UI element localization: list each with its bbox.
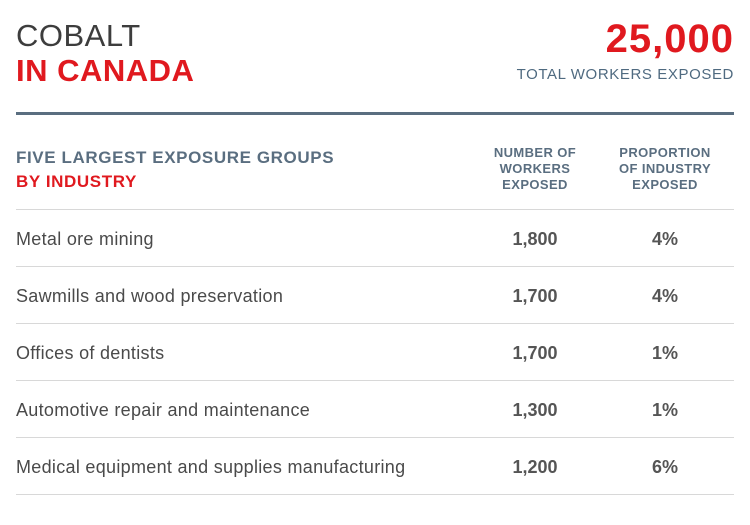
- total-workers-value: 25,000: [605, 17, 734, 61]
- row-workers: 1,200: [512, 457, 558, 477]
- row-workers: 1,700: [512, 343, 558, 363]
- page-title-line2: IN CANADA: [16, 53, 195, 88]
- row-proportion: 1%: [651, 343, 678, 363]
- row-workers: 1,300: [512, 400, 558, 420]
- column-header-workers-line: NUMBER OF: [493, 145, 577, 160]
- row-proportion: 6%: [651, 457, 678, 477]
- row-industry: Automotive repair and maintenance: [16, 400, 311, 420]
- section-heading-line2: BY INDUSTRY: [16, 172, 137, 191]
- row-industry: Sawmills and wood preservation: [16, 286, 284, 306]
- row-workers: 1,700: [512, 286, 558, 306]
- header-divider: [16, 112, 734, 115]
- table-row: Metal ore mining 1,800 4%: [16, 209, 734, 266]
- row-proportion: 1%: [651, 400, 678, 420]
- column-header-proportion-line: PROPORTION: [619, 145, 711, 160]
- column-header-proportion-line: OF INDUSTRY: [618, 161, 712, 176]
- row-proportion: 4%: [651, 229, 678, 249]
- row-industry: Metal ore mining: [16, 229, 154, 249]
- exposure-table: Metal ore mining 1,800 4% Sawmills and w…: [16, 209, 734, 495]
- column-header-proportion-line: EXPOSED: [632, 177, 698, 192]
- row-industry: Offices of dentists: [16, 343, 165, 363]
- table-row: Offices of dentists 1,700 1%: [16, 323, 734, 380]
- row-workers: 1,800: [512, 229, 558, 249]
- column-header-workers-line: WORKERS: [499, 161, 571, 176]
- row-industry: Medical equipment and supplies manufactu…: [16, 457, 406, 477]
- table-row: Medical equipment and supplies manufactu…: [16, 437, 734, 495]
- page-title-line1: COBALT: [16, 18, 141, 53]
- table-row: Sawmills and wood preservation 1,700 4%: [16, 266, 734, 323]
- table-row: Automotive repair and maintenance 1,300 …: [16, 380, 734, 437]
- total-workers-label: TOTAL WORKERS EXPOSED: [516, 66, 734, 83]
- column-header-workers-line: EXPOSED: [502, 177, 568, 192]
- column-header-workers: NUMBER OF WORKERS EXPOSED: [475, 145, 595, 193]
- column-header-proportion: PROPORTION OF INDUSTRY EXPOSED: [605, 145, 725, 193]
- row-proportion: 4%: [651, 286, 678, 306]
- section-heading-line1: FIVE LARGEST EXPOSURE GROUPS: [16, 148, 335, 167]
